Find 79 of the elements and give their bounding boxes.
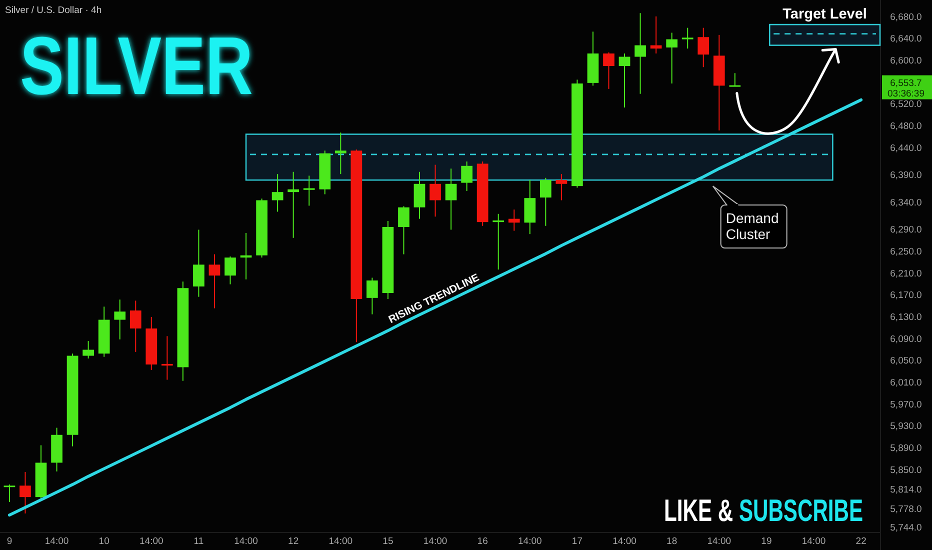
- x-tick-label: 14:00: [140, 536, 164, 547]
- y-tick-label: 5,814.0: [890, 484, 922, 496]
- candlestick: [208, 254, 220, 309]
- candlestick: [634, 12, 646, 94]
- candlestick: [4, 484, 16, 502]
- candlestick: [729, 72, 741, 87]
- y-tick-label: 6,440.0: [890, 142, 922, 154]
- candlestick: [461, 161, 472, 192]
- text: Silver / U.S. Dollar · 4h: [5, 5, 102, 16]
- candlestick: [130, 300, 142, 352]
- x-tick-label: 14:00: [707, 536, 732, 547]
- candlestick: [288, 171, 300, 238]
- candlestick: [161, 336, 173, 380]
- candlestick: [430, 164, 441, 218]
- candlestick: [698, 27, 710, 68]
- x-tick-label: 14:00: [328, 536, 353, 547]
- y-tick-label: 5,744.0: [890, 522, 922, 534]
- candlestick: [82, 340, 94, 359]
- y-tick-label: 6,090.0: [890, 334, 922, 345]
- y-tick-label: 6,170.0: [890, 290, 922, 302]
- text: 03:36:39: [888, 88, 924, 100]
- band-label: Demand Cluster: [726, 210, 779, 242]
- candlestick: [556, 174, 568, 201]
- candlestick: [303, 175, 315, 206]
- y-tick-label: 6,050.0: [890, 356, 922, 367]
- y-tick-label: 6,340.0: [890, 197, 922, 208]
- y-tick-label: 6,130.0: [890, 312, 922, 323]
- x-tick-label: 14:00: [802, 536, 826, 547]
- y-tick-label: 5,850.0: [890, 464, 922, 476]
- candlestick: [114, 299, 126, 340]
- x-tick-label: 14:00: [518, 536, 542, 547]
- annotation: LIKE & SUBSCRIBE: [664, 492, 864, 528]
- candlestick: [334, 132, 346, 175]
- x-tick-label: 11: [194, 536, 204, 547]
- candlestick: [508, 209, 520, 232]
- candlestick: [398, 206, 410, 255]
- y-tick-label: 6,520.0: [890, 99, 922, 110]
- y-tick-label: 6,600.0: [890, 56, 922, 67]
- candlestick: [193, 229, 204, 298]
- candlestick: [366, 277, 378, 315]
- x-tick-label: 22: [856, 536, 866, 547]
- chart-title: SILVER: [20, 21, 310, 112]
- x-tick-label: 12: [288, 536, 299, 547]
- candlestick: [445, 168, 457, 230]
- x-tick-label: 19: [761, 536, 772, 547]
- y-tick-label: 6,210.0: [890, 268, 922, 280]
- y-tick-label: 6,640.0: [890, 34, 922, 45]
- x-tick-label: 9: [6, 536, 12, 547]
- candlestick: [224, 256, 236, 285]
- x-tick-label: 14:00: [44, 536, 69, 547]
- y-tick-label: 5,970.0: [890, 399, 922, 410]
- x-tick-label: 10: [98, 536, 110, 547]
- x-tick-label: 15: [382, 536, 394, 547]
- y-tick-label: 6,010.0: [890, 377, 922, 388]
- x-tick-label: 14:00: [234, 536, 258, 547]
- candlestick: [20, 471, 31, 514]
- x-tick-label: 18: [666, 536, 678, 547]
- x-tick-label: 14:00: [612, 536, 636, 547]
- y-tick-label: 5,930.0: [890, 421, 922, 432]
- x-tick-label: 16: [477, 536, 488, 547]
- candlestick: [618, 52, 630, 108]
- candlestick: [492, 213, 504, 270]
- text: 6,553.7: [890, 78, 922, 89]
- candlestick: [540, 177, 552, 226]
- y-tick-label: 6,290.0: [890, 224, 922, 236]
- band-label: Target Level: [782, 6, 867, 23]
- candlestick: [666, 32, 678, 84]
- y-tick-label: 6,480.0: [890, 120, 922, 132]
- y-tick-label: 5,778.0: [890, 504, 922, 516]
- candlestick: [414, 171, 426, 220]
- y-tick-label: 6,250.0: [890, 246, 922, 258]
- y-tick-label: 6,680.0: [890, 12, 922, 23]
- candlestick: [682, 27, 694, 50]
- y-tick-label: 6,390.0: [890, 170, 922, 182]
- candlestick: [603, 52, 614, 90]
- candlestick: [272, 174, 284, 212]
- x-tick-label: 14:00: [423, 536, 448, 547]
- y-tick-label: 5,890.0: [890, 442, 922, 454]
- x-tick-label: 17: [572, 536, 582, 547]
